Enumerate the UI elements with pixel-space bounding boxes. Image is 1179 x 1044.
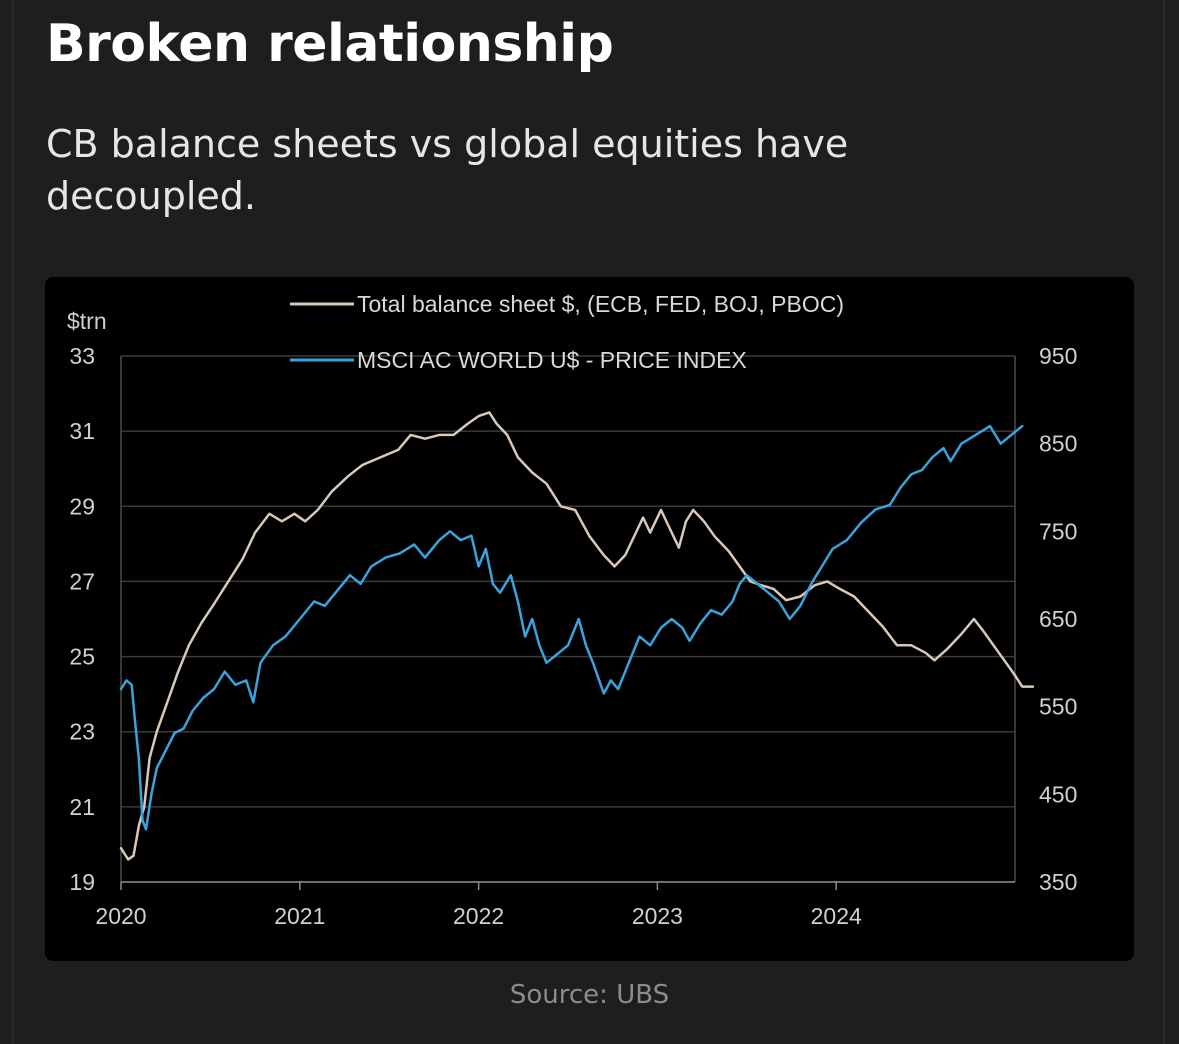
page-subtitle: CB balance sheets vs global equities hav…	[46, 122, 849, 218]
y-left-unit-label: $trn	[67, 308, 107, 334]
balance-sheet-series-line	[119, 411, 1035, 861]
x-tick-label: 2022	[453, 903, 504, 929]
msci-series-line	[119, 424, 1024, 831]
y-right-tick-label: 650	[1039, 606, 1077, 632]
x-tick-label: 2024	[811, 903, 862, 929]
y-left-tick-label: 27	[69, 568, 95, 594]
y-left-tick-label: 25	[69, 644, 95, 670]
y-right-tick-label: 750	[1039, 518, 1077, 544]
legend-label: MSCI AC WORLD U$ - PRICE INDEX	[357, 347, 747, 373]
x-tick-label: 2020	[95, 903, 146, 929]
source-note: Source: UBS	[509, 980, 670, 1010]
y-right-tick-label: 550	[1039, 694, 1077, 720]
page-title: Broken relationship	[46, 14, 614, 74]
y-right-tick-label: 950	[1039, 343, 1077, 369]
x-tick-label: 2023	[632, 903, 683, 929]
legend-label: Total balance sheet $, (ECB, FED, BOJ, P…	[357, 291, 844, 317]
y-right-tick-label: 450	[1039, 781, 1077, 807]
y-right-tick-label: 350	[1039, 869, 1077, 895]
y-left-tick-label: 29	[69, 493, 95, 519]
y-left-tick-label: 23	[69, 719, 95, 745]
y-right-tick-label: 850	[1039, 431, 1077, 457]
line-chart: 19 21 23 25 27 29 31 33 350 450 550 650 750 850 950 $tr…	[67, 291, 1077, 929]
y-left-tick-label: 31	[69, 418, 95, 444]
y-left-tick-label: 19	[69, 869, 95, 895]
y-left-tick-label: 21	[69, 794, 95, 820]
chart-card: 19 21 23 25 27 29 31 33 350 450 550 650 750 850 950 $tr…	[45, 277, 1134, 961]
x-tick-label: 2021	[274, 903, 325, 929]
y-left-tick-label: 33	[69, 343, 95, 369]
